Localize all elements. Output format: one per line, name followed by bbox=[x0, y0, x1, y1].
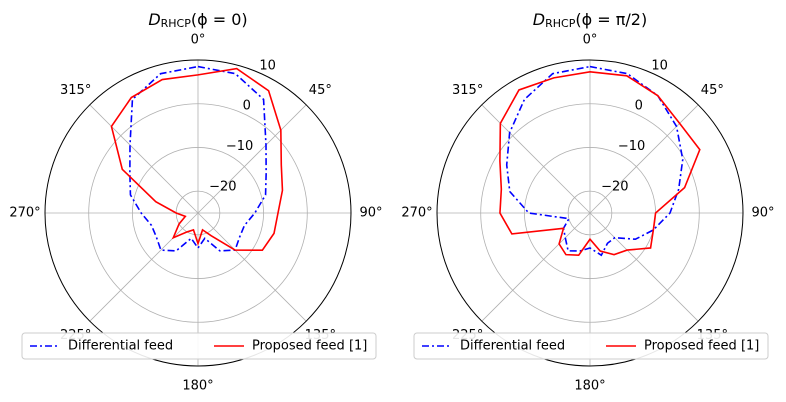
angular-grid bbox=[197, 104, 307, 214]
radial-tick-label: 0 bbox=[243, 99, 251, 114]
angle-label: 315° bbox=[60, 83, 91, 98]
chart-title: DRHCP(ϕ = π/2) bbox=[533, 10, 647, 31]
legend-label: Differential feed bbox=[460, 339, 565, 354]
radial-tick-label: −20 bbox=[209, 179, 236, 194]
angular-grid bbox=[589, 212, 699, 322]
series-line bbox=[499, 70, 701, 257]
legend-box bbox=[21, 332, 377, 360]
series-line bbox=[110, 67, 284, 251]
angle-label: 270° bbox=[9, 206, 40, 221]
angular-grid bbox=[589, 104, 699, 214]
angle-label: 45° bbox=[309, 83, 332, 98]
angle-label: 270° bbox=[401, 206, 432, 221]
angular-grid bbox=[481, 104, 591, 214]
radial-tick-label: −10 bbox=[226, 139, 253, 154]
angle-label: 180° bbox=[574, 379, 605, 394]
angular-grid bbox=[197, 212, 307, 322]
title-sub: RHCP bbox=[545, 17, 576, 30]
angle-label: 90° bbox=[751, 206, 774, 221]
angle-label: 180° bbox=[182, 379, 213, 394]
radial-tick-label: 0 bbox=[635, 99, 643, 114]
title-sub: RHCP bbox=[161, 17, 192, 30]
series-line bbox=[129, 65, 267, 252]
legend-box bbox=[413, 332, 769, 360]
chart-title: DRHCP(ϕ = 0) bbox=[148, 10, 247, 31]
series-line bbox=[505, 65, 684, 257]
radial-tick-label: −20 bbox=[601, 179, 628, 194]
title-args: (ϕ = π/2) bbox=[575, 10, 647, 29]
legend-label: Proposed feed [1] bbox=[644, 339, 759, 354]
angle-label: 0° bbox=[583, 33, 598, 48]
legend-label: Differential feed bbox=[68, 339, 173, 354]
angular-grid bbox=[481, 212, 591, 322]
polar-spine bbox=[44, 59, 352, 367]
angle-label: 90° bbox=[359, 206, 382, 221]
polar-spine bbox=[436, 59, 744, 367]
legend-label: Proposed feed [1] bbox=[252, 339, 367, 354]
angular-grid bbox=[89, 212, 199, 322]
title-args: (ϕ = 0) bbox=[191, 10, 248, 29]
radial-tick-label: 10 bbox=[259, 58, 276, 73]
angle-label: 315° bbox=[452, 83, 483, 98]
radial-tick-label: 10 bbox=[651, 58, 668, 73]
title-main: D bbox=[533, 10, 545, 29]
angle-label: 45° bbox=[701, 83, 724, 98]
angular-grid bbox=[89, 104, 199, 214]
title-main: D bbox=[148, 10, 160, 29]
angle-label: 0° bbox=[191, 33, 206, 48]
radial-tick-label: −10 bbox=[618, 139, 645, 154]
